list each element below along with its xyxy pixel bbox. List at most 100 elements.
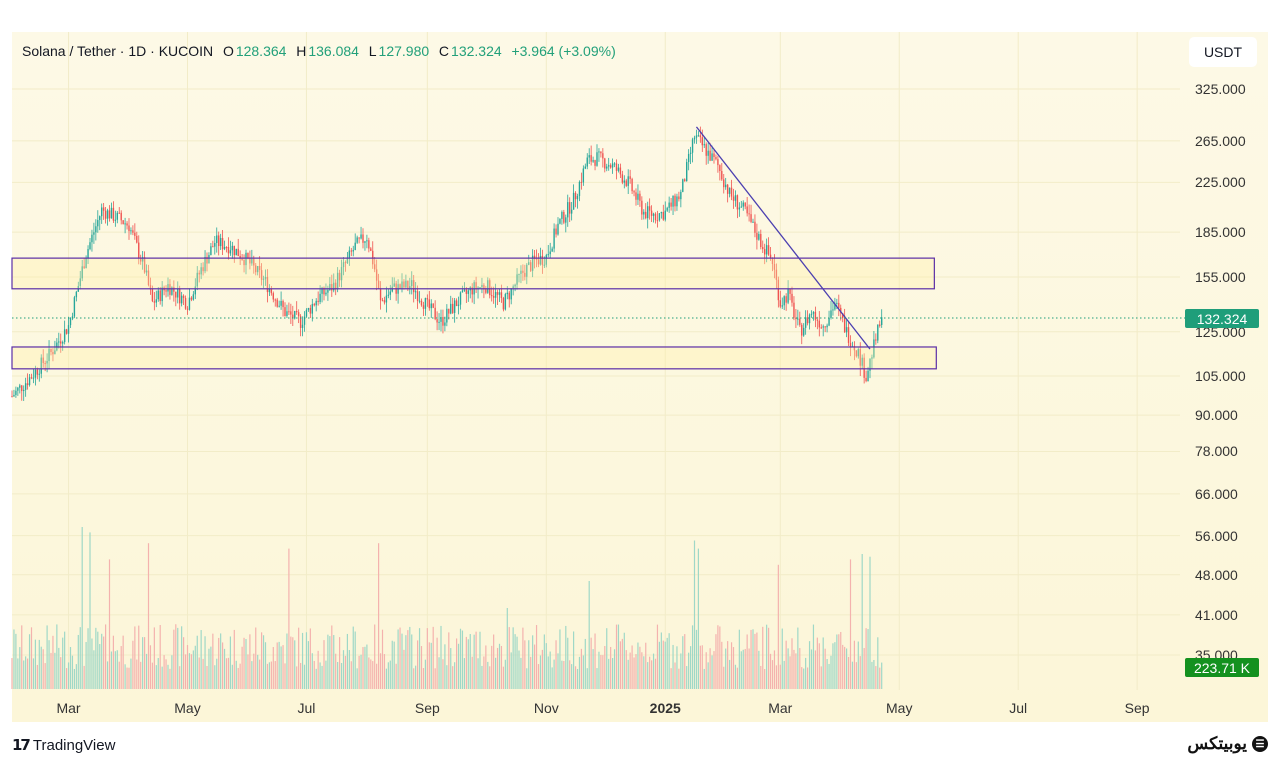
volume-bar <box>227 657 230 689</box>
volume-bar <box>389 660 391 689</box>
candle-body <box>483 284 485 290</box>
candle-body <box>654 213 657 221</box>
candle-body <box>260 270 263 280</box>
volume-bar <box>204 636 206 689</box>
candle-body <box>134 232 136 236</box>
candle-body <box>691 139 694 153</box>
candle-body <box>752 221 754 223</box>
volume-bar <box>218 637 220 689</box>
volume-bar <box>235 660 237 689</box>
candle-body <box>738 207 741 210</box>
candle-body <box>124 223 126 225</box>
candle-body <box>32 377 35 379</box>
volume-bar <box>678 668 680 689</box>
volume-bar <box>350 661 352 689</box>
currency-unit-button[interactable]: USDT <box>1189 37 1257 67</box>
candle-body <box>822 326 824 328</box>
volume-bar <box>159 625 161 689</box>
volume-bar <box>826 659 828 689</box>
candle-body <box>34 369 37 378</box>
candle-body <box>594 160 596 166</box>
volume-bar <box>409 626 411 689</box>
volume-bar <box>397 629 399 689</box>
candle-body <box>730 187 733 197</box>
volume-bar <box>42 649 44 689</box>
candle-body <box>765 245 768 255</box>
candle-body <box>504 294 507 310</box>
volume-bar <box>563 660 565 689</box>
candle-body <box>81 266 83 279</box>
volume-bar <box>836 634 838 689</box>
volume-bar <box>795 653 797 689</box>
candle-body <box>276 299 278 307</box>
volume-bar <box>420 646 423 689</box>
volume-bar <box>491 645 493 689</box>
candle-body <box>502 297 505 310</box>
tradingview-logo[interactable]: 𝟭𝟳 TradingView <box>12 736 115 755</box>
candle-body <box>725 184 727 188</box>
volume-bar <box>812 624 815 689</box>
volume-bar <box>561 660 563 689</box>
candle-body <box>789 289 791 294</box>
volume-bar <box>140 661 142 689</box>
volume-bar <box>879 667 881 689</box>
candle-body <box>79 278 81 286</box>
volume-bar <box>434 668 436 689</box>
candle-body <box>40 357 42 374</box>
candle-body <box>247 252 249 259</box>
volume-bar <box>555 640 557 689</box>
volume-bar <box>454 662 456 689</box>
volume-bar <box>518 650 520 689</box>
candle-body <box>99 216 101 221</box>
volume-bar <box>426 628 428 689</box>
volume-bar <box>838 634 840 689</box>
volume-bar <box>181 626 183 689</box>
volume-bar <box>73 668 75 689</box>
candle-body <box>153 301 156 303</box>
volume-bar <box>348 650 350 689</box>
volume-bar <box>75 664 77 689</box>
candle-body <box>684 179 686 182</box>
chart-area[interactable] <box>12 32 1268 722</box>
volume-bar <box>537 664 540 689</box>
volume-bar <box>688 652 690 689</box>
volume-bar <box>411 634 413 689</box>
volume-bar <box>526 668 528 689</box>
volume-bar <box>110 651 113 689</box>
volume-bar <box>781 628 783 689</box>
candle-body <box>648 206 651 211</box>
y-tick-label: 225.000 <box>1195 174 1246 191</box>
candle-body <box>223 246 226 250</box>
volume-bar <box>337 661 339 689</box>
volume-bar <box>512 627 514 689</box>
candle-body <box>787 289 789 303</box>
candle-body <box>38 373 40 375</box>
volume-bars <box>11 527 883 689</box>
candle-body <box>545 255 547 265</box>
volume-bar <box>436 637 438 689</box>
volume-bar <box>424 659 426 689</box>
candle-body <box>695 135 698 138</box>
candle-body <box>108 210 111 219</box>
candle-body <box>682 179 684 192</box>
candle-body <box>375 269 378 281</box>
volume-bar <box>514 634 516 689</box>
candle-body <box>229 250 232 254</box>
volume-bar <box>773 650 776 689</box>
candle-body <box>840 307 842 314</box>
volume-bar <box>370 659 372 689</box>
candle-body <box>717 159 719 166</box>
candle-body <box>719 165 721 171</box>
candle-body <box>428 299 430 309</box>
x-tick-label: Sep <box>1124 700 1150 716</box>
candle-body <box>184 297 187 309</box>
candle-body <box>606 166 608 169</box>
candle-body <box>574 192 577 200</box>
candle-body <box>218 235 220 247</box>
volume-bar <box>173 629 175 689</box>
candle-body <box>364 241 366 243</box>
volume-bar <box>500 645 503 689</box>
volume-bar <box>274 661 276 689</box>
volume-bar <box>321 665 323 689</box>
